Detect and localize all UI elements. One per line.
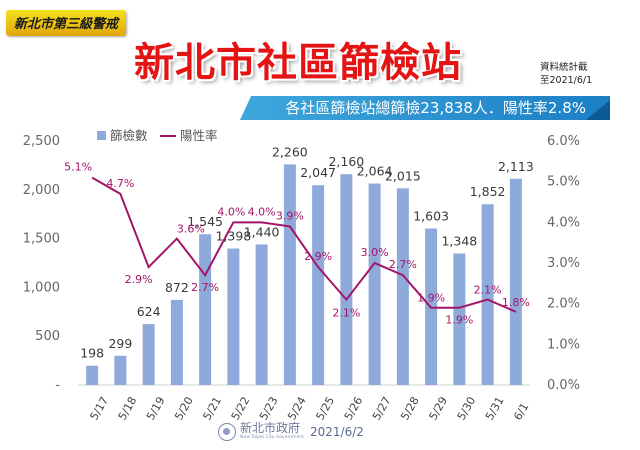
x-category-label: 5/26	[342, 395, 366, 423]
bar-screening-count	[453, 253, 466, 385]
bar-screening-count	[227, 248, 240, 385]
y-right-tick-label: 5.0%	[547, 175, 580, 190]
y-right-tick-label: 0.0%	[547, 378, 580, 393]
bar-screening-count	[340, 174, 353, 385]
line-value-label: 5.1%	[64, 161, 92, 174]
y-right-tick-label: 2.0%	[547, 297, 580, 312]
x-category-label: 5/31	[483, 395, 507, 423]
legend-bar-label: 篩檢數	[110, 128, 148, 143]
bar-value-label: 1,545	[187, 214, 223, 229]
x-category-label: 5/28	[398, 395, 422, 423]
data-cutoff-note: 資料統計截 至2021/6/1	[540, 61, 636, 87]
data-cutoff-line1: 資料統計截	[540, 62, 588, 73]
bar-screening-count	[396, 188, 409, 385]
x-category-label: 5/25	[313, 395, 337, 423]
data-cutoff-line2: 至2021/6/1	[540, 75, 593, 86]
bar-screening-count	[312, 185, 325, 385]
bar-screening-count	[170, 299, 183, 385]
bar-screening-count	[86, 365, 99, 385]
line-value-label: 4.0%	[217, 205, 245, 218]
x-category-label: 5/21	[200, 395, 224, 423]
bar-screening-count	[199, 234, 212, 385]
bar-screening-count	[283, 164, 296, 385]
y-left-tick-label: 1,000	[23, 280, 60, 295]
publish-date: 2021/6/2	[310, 425, 364, 439]
y-right-tick-label: 1.0%	[547, 337, 580, 352]
line-value-label: 3.9%	[276, 209, 304, 222]
footer-logo: 新北市政府 New Taipei City Government	[218, 422, 304, 441]
x-category-label: 5/20	[172, 395, 196, 423]
line-value-label: 2.1%	[332, 307, 360, 320]
line-value-label: 1.8%	[502, 296, 530, 309]
footer-org-sub: New Taipei City Government	[240, 435, 304, 440]
bar-value-label: 2,160	[328, 154, 364, 169]
bar-value-label: 2,113	[498, 159, 534, 174]
line-value-label: 2.9%	[304, 250, 332, 263]
bar-screening-count	[509, 178, 522, 385]
bar-value-label: 872	[165, 280, 189, 295]
page-title: 新北市社區篩檢站	[134, 40, 462, 86]
bar-screening-count	[481, 204, 494, 385]
footer-org-name: 新北市政府	[240, 421, 301, 435]
x-category-label: 5/27	[370, 395, 394, 423]
legend-line-label: 陽性率	[180, 128, 218, 143]
line-value-label: 2.1%	[474, 284, 502, 297]
line-value-label: 3.6%	[177, 223, 205, 236]
bar-screening-count	[114, 355, 127, 385]
bar-value-label: 2,047	[300, 165, 336, 180]
bar-value-label: 2,064	[357, 164, 393, 179]
x-category-label: 5/18	[116, 395, 140, 423]
bar-value-label: 2,260	[272, 144, 308, 159]
bar-screening-count	[368, 183, 381, 385]
x-category-label: 5/17	[87, 395, 111, 423]
x-category-label: 5/19	[144, 395, 168, 423]
bar-value-label: 198	[80, 346, 104, 361]
x-category-label: 5/29	[426, 395, 450, 423]
x-category-label: 6/1	[511, 401, 531, 423]
bar-value-label: 1,603	[413, 209, 449, 224]
y-left-tick-label: 2,000	[23, 183, 60, 198]
bar-value-label: 624	[137, 304, 161, 319]
legend-bar-swatch	[97, 131, 106, 140]
alert-level-badge: 新北市第三級警戒	[6, 10, 127, 36]
bar-value-label: 2,015	[385, 168, 421, 183]
x-category-label: 5/24	[285, 395, 309, 423]
bar-value-label: 299	[108, 336, 132, 351]
bar-value-label: 1,348	[441, 233, 477, 248]
line-value-label: 1.9%	[445, 314, 473, 327]
y-left-tick-label: -	[55, 378, 60, 393]
y-left-tick-label: 2,500	[23, 134, 60, 149]
line-value-label: 2.7%	[191, 281, 219, 294]
line-value-label: 1.9%	[417, 292, 445, 305]
city-seal-icon	[218, 422, 236, 441]
y-left-tick-label: 500	[35, 329, 60, 344]
bar-screening-count	[142, 324, 155, 385]
line-value-label: 2.7%	[389, 258, 417, 271]
bar-value-label: 1,398	[215, 229, 251, 244]
bar-screening-count	[255, 244, 268, 385]
banner-arrow-decoration	[586, 100, 610, 120]
y-right-tick-label: 3.0%	[547, 256, 580, 271]
positive-rate-line	[91, 176, 517, 313]
line-value-label: 2.9%	[125, 273, 153, 286]
y-right-tick-label: 4.0%	[547, 215, 580, 230]
y-right-tick-label: 6.0%	[547, 134, 580, 149]
bar-value-label: 1,852	[470, 184, 506, 199]
line-value-label: 4.7%	[106, 177, 134, 190]
line-value-label: 3.0%	[361, 246, 389, 259]
x-category-label: 5/23	[257, 395, 281, 423]
x-category-label: 5/30	[455, 395, 479, 423]
summary-banner: 各社區篩檢站總篩檢23,838人．陽性率2.8%	[240, 96, 610, 120]
bar-value-label: 1,440	[244, 224, 280, 239]
line-value-label: 4.0%	[248, 205, 276, 218]
y-left-tick-label: 1,500	[23, 232, 60, 247]
x-category-label: 5/22	[229, 395, 253, 423]
